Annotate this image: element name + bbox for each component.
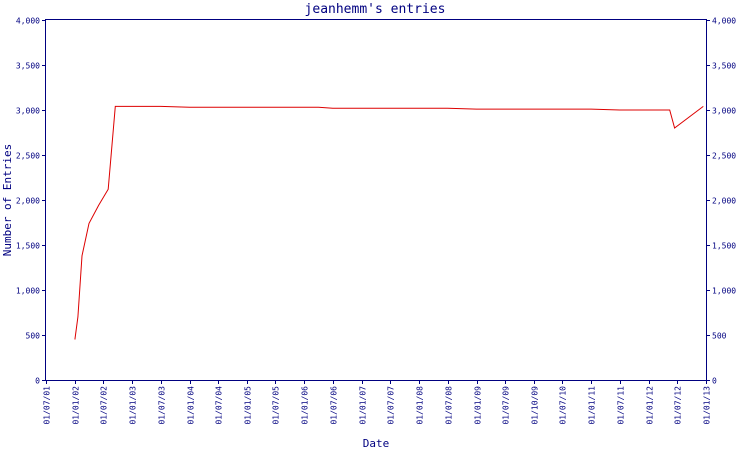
y-tick-label-left: 2,500 [16, 152, 40, 161]
x-tick-label: 01/07/05 [272, 386, 281, 425]
x-tick-label: 01/01/09 [474, 386, 483, 425]
x-tick-label: 01/01/13 [703, 386, 712, 425]
x-axis-label: Date [363, 437, 390, 450]
x-tick-label: 01/07/08 [445, 386, 454, 425]
y-axis-right: 0 500 1,000 1,500 2,000 2,500 3,000 3,500 4,000 [706, 17, 736, 386]
y-tick-label-left: 4,000 [16, 17, 40, 26]
y-tick-label-right: 500 [712, 332, 727, 341]
x-tick-label: 01/07/04 [215, 386, 224, 425]
x-tick-label: 01/07/10 [559, 386, 568, 425]
x-axis: 01/07/01 01/01/02 01/07/02 01/01/03 01/07/03… [43, 380, 712, 425]
x-tick-label: 01/01/03 [129, 386, 138, 425]
y-tick-label-left: 2,000 [16, 197, 40, 206]
y-tick-label-left: 1,500 [16, 242, 40, 251]
x-tick-label: 01/07/12 [674, 386, 683, 425]
y-tick-label-left: 0 [35, 377, 40, 386]
chart-title: jeanhemm's entries [305, 2, 446, 17]
x-tick-label: 01/10/09 [531, 386, 540, 425]
x-tick-label: 01/01/05 [244, 386, 253, 425]
y-tick-label-left: 3,000 [16, 107, 40, 116]
y-tick-label-right: 3,000 [712, 107, 736, 116]
y-tick-label-right: 3,500 [712, 62, 736, 71]
x-tick-label: 01/01/02 [72, 386, 81, 425]
x-tick-label: 01/01/11 [588, 386, 597, 425]
y-tick-label-right: 1,500 [712, 242, 736, 251]
plot-frame [45, 19, 707, 381]
series-layer [74, 105, 704, 340]
y-tick-label-right: 2,000 [712, 197, 736, 206]
x-tick-label: 01/07/01 [43, 386, 52, 425]
x-tick-label: 01/01/06 [301, 386, 310, 425]
x-tick-label: 01/01/12 [646, 386, 655, 425]
y-axis-left: 0 500 1,000 1,500 2,000 2,500 3,000 3,500 4,000 [16, 17, 46, 386]
x-tick-label: 01/01/04 [187, 386, 196, 425]
y-tick-label-right: 1,000 [712, 287, 736, 296]
series-line [74, 105, 704, 340]
y-tick-label-right: 2,500 [712, 152, 736, 161]
x-tick-label: 01/07/11 [617, 386, 626, 425]
x-tick-label: 01/07/09 [502, 386, 511, 425]
x-tick-label: 01/07/03 [158, 386, 167, 425]
y-tick-label-right: 0 [712, 377, 717, 386]
y-tick-label-left: 1,000 [16, 287, 40, 296]
x-tick-label: 01/07/07 [387, 386, 396, 425]
y-tick-label-left: 3,500 [16, 62, 40, 71]
y-tick-label-right: 4,000 [712, 17, 736, 26]
y-axis-label: Number of Entries [1, 144, 14, 257]
x-tick-label: 01/01/07 [359, 386, 368, 425]
x-tick-label: 01/07/02 [100, 386, 109, 425]
x-tick-label: 01/01/08 [416, 386, 425, 425]
y-tick-label-left: 500 [26, 332, 41, 341]
x-tick-label: 01/07/06 [330, 386, 339, 425]
